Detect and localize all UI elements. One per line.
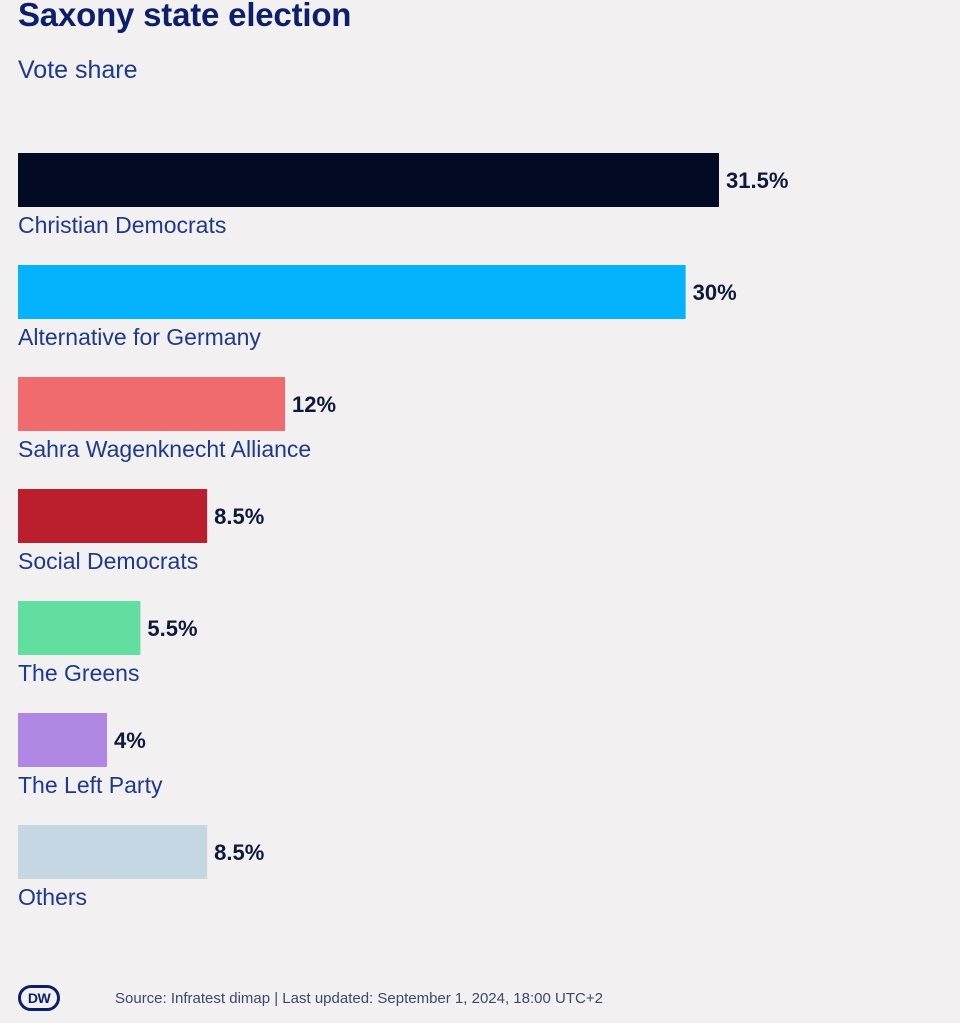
value-label: 30%	[693, 280, 737, 305]
value-label: 12%	[292, 392, 336, 417]
value-label: 8.5%	[214, 504, 264, 529]
category-label: Christian Democrats	[18, 212, 226, 238]
value-label: 4%	[114, 728, 146, 753]
value-label: 8.5%	[214, 840, 264, 865]
category-label: Others	[18, 884, 87, 910]
bar	[18, 265, 686, 319]
bar	[18, 825, 208, 879]
category-label: Alternative for Germany	[18, 324, 261, 350]
chart-title: Saxony state election	[18, 0, 352, 33]
source-note: Source: Infratest dimap | Last updated: …	[115, 989, 603, 1007]
category-label: The Greens	[18, 660, 139, 686]
category-label: Sahra Wagenknecht Alliance	[18, 436, 311, 462]
bar	[18, 153, 719, 207]
category-label: The Left Party	[18, 772, 163, 798]
bar-chart: 31.5% Christian Democrats 30% Alternative f…	[18, 153, 788, 910]
value-label: 31.5%	[726, 168, 788, 193]
value-label: 5.5%	[147, 616, 197, 641]
chart-subtitle: Vote share	[18, 56, 138, 84]
bar	[18, 601, 141, 655]
footer: DW Source: Infratest dimap | Last update…	[18, 983, 603, 1013]
bar	[18, 713, 108, 767]
bar	[18, 489, 208, 543]
category-label: Social Democrats	[18, 548, 198, 574]
dw-logo: DW	[18, 985, 60, 1011]
bar	[18, 377, 286, 431]
